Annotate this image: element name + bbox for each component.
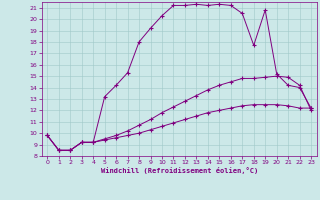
X-axis label: Windchill (Refroidissement éolien,°C): Windchill (Refroidissement éolien,°C) [100, 167, 258, 174]
